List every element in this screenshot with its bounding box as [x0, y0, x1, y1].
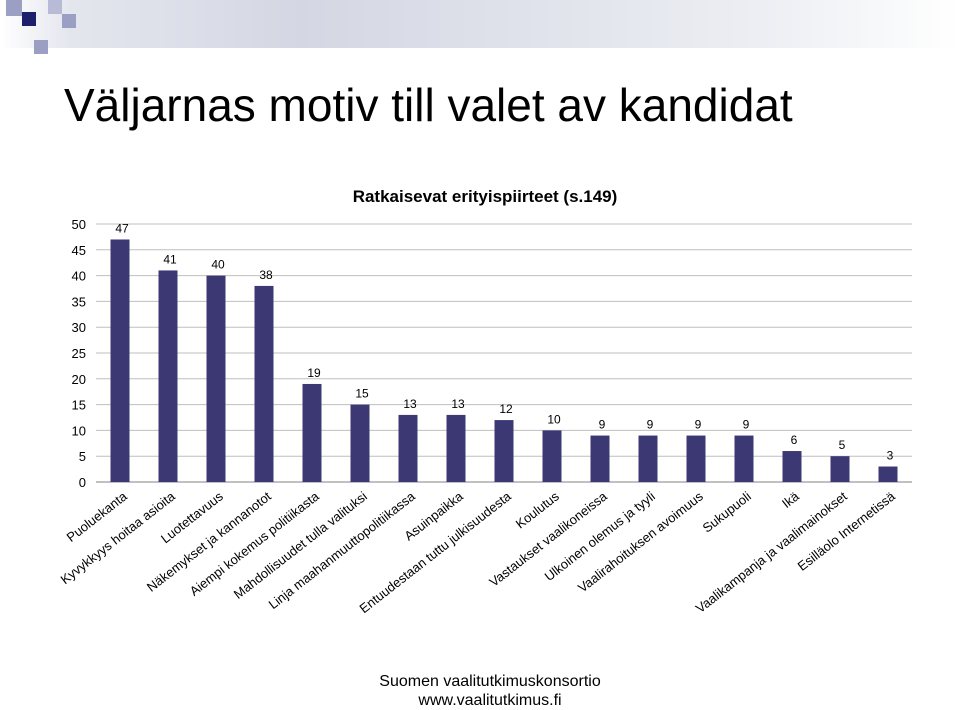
bar-value-label: 40 [211, 258, 225, 272]
bar [446, 414, 466, 482]
bar-value-label: 3 [887, 449, 894, 463]
bar [590, 435, 610, 482]
bar-value-label: 47 [115, 221, 129, 235]
bar [158, 270, 178, 482]
logo-square-light [48, 0, 62, 14]
bar [206, 275, 226, 482]
category-label: Sukupuoli [700, 488, 754, 535]
bar [398, 414, 418, 482]
top-decorative-bar [0, 0, 960, 48]
bar-value-label: 38 [259, 268, 273, 282]
bar [302, 383, 322, 482]
footer-organization: Suomen vaalitutkimuskonsortio [379, 673, 601, 690]
category-label: Ikä [779, 488, 803, 511]
y-tick-label: 15 [72, 398, 86, 413]
bar-value-label: 5 [839, 438, 846, 452]
bar [734, 435, 754, 482]
logo-square-dark [22, 12, 36, 26]
y-tick-label: 20 [72, 372, 86, 387]
bar [494, 420, 514, 482]
y-tick-label: 35 [72, 294, 86, 309]
bar [638, 435, 658, 482]
logo-square-light [62, 14, 76, 28]
bar-value-label: 9 [743, 418, 750, 432]
y-tick-label: 40 [72, 269, 86, 284]
bar [830, 456, 850, 482]
page-title: Väljarnas motiv till valet av kandidat [64, 79, 793, 131]
bar-value-label: 12 [499, 402, 513, 416]
logo-square-light [34, 40, 48, 54]
bar [686, 435, 706, 482]
bar [350, 404, 370, 482]
footer-website: www.vaalitutkimus.fi [418, 692, 562, 709]
chart-title: Ratkaisevat erityispiirteet (s.149) [353, 187, 618, 206]
bar-value-label: 9 [647, 418, 654, 432]
logo-squares [0, 0, 80, 64]
y-tick-label: 50 [72, 217, 86, 232]
bar-value-label: 9 [599, 418, 606, 432]
bar [782, 451, 802, 482]
y-tick-label: 0 [79, 475, 86, 490]
y-tick-label: 10 [72, 423, 86, 438]
bar-value-label: 15 [355, 387, 369, 401]
y-tick-label: 45 [72, 243, 86, 258]
bar-value-label: 19 [307, 366, 321, 380]
bar-value-label: 13 [403, 397, 417, 411]
bar [542, 430, 562, 482]
bar [254, 285, 274, 482]
bar [878, 466, 898, 482]
bar-value-label: 10 [547, 412, 561, 426]
bar-value-label: 6 [791, 433, 798, 447]
bar-value-label: 13 [451, 397, 465, 411]
y-tick-label: 30 [72, 320, 86, 335]
y-tick-label: 5 [79, 449, 86, 464]
logo-square-light [6, 0, 22, 16]
y-tick-label: 25 [72, 346, 86, 361]
bar-value-label: 41 [163, 252, 177, 266]
bar-value-label: 9 [695, 418, 702, 432]
bar [110, 239, 130, 482]
